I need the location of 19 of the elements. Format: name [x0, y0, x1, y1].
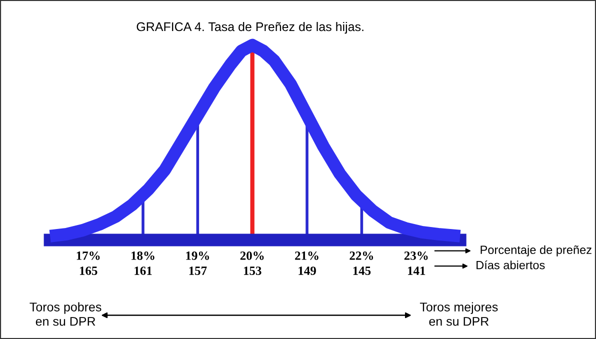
chart-title: GRAFICA 4. Tasa de Preñez de las hijas.: [136, 22, 364, 34]
x2-tick-label: 165: [80, 266, 98, 275]
x-tick-label: 20%: [240, 251, 264, 260]
x2-tick-label: 141: [408, 266, 426, 275]
x-tick-label: 17%: [76, 251, 100, 260]
text: Toros pobres en su DPR: [30, 302, 102, 326]
x-tick-label: 18%: [132, 251, 154, 260]
x2-axis-title: Días abiertos: [476, 260, 545, 270]
x2-tick-label: 157: [189, 266, 207, 275]
x-axis-title: Porcentaje de preñez: [480, 245, 592, 256]
text: Toros mejores en su DPR: [420, 302, 498, 326]
x2-tick-label: 149: [298, 266, 316, 275]
x-tick-label: 21%: [295, 251, 318, 260]
x2-tick-label: 153: [244, 266, 262, 275]
x2-tick-label: 161: [134, 266, 152, 275]
x-tick-label: 23%: [404, 251, 428, 260]
x-tick-label: 22%: [350, 251, 374, 260]
x-tick-label: 19%: [186, 251, 210, 260]
x2-tick-label: 145: [353, 266, 371, 275]
